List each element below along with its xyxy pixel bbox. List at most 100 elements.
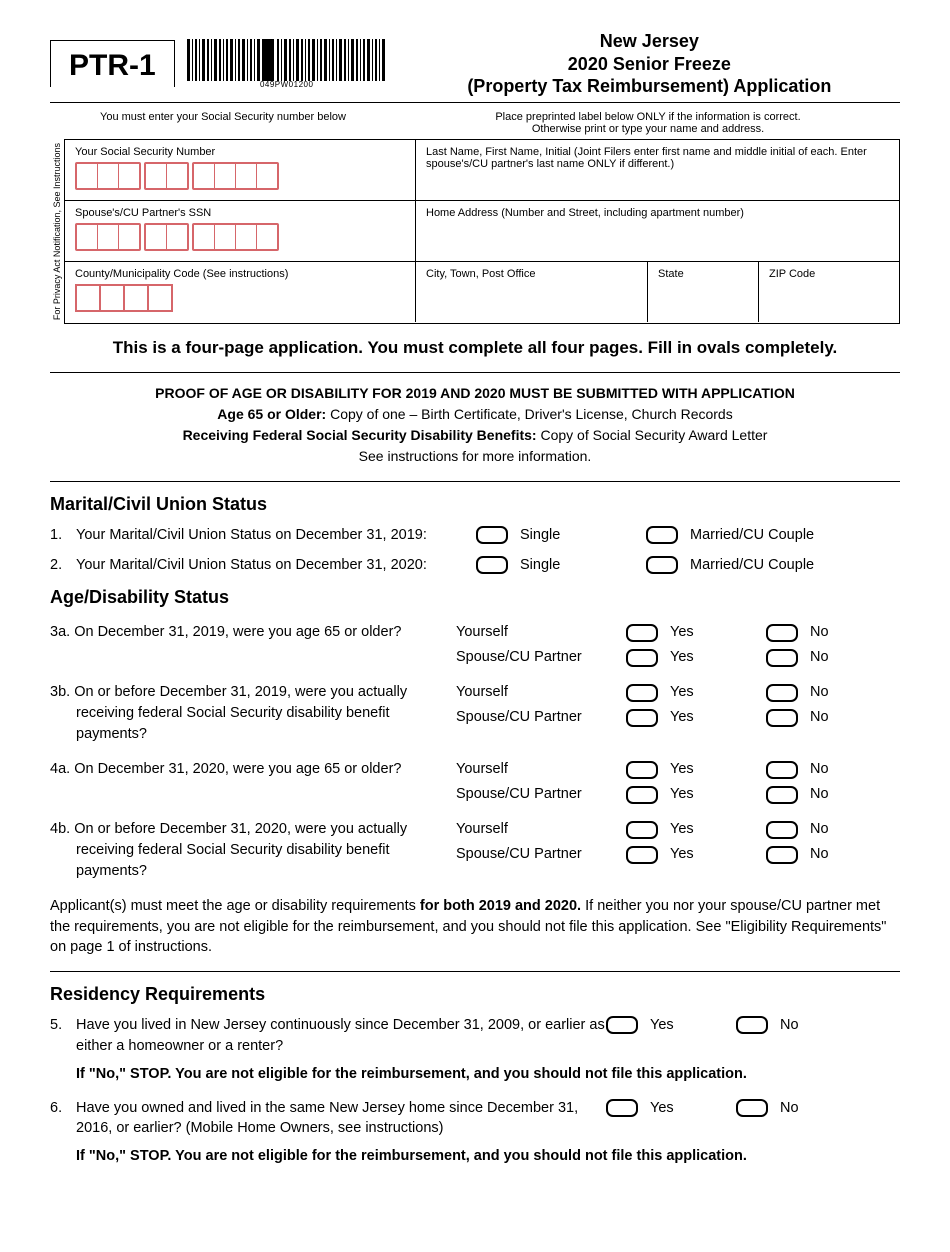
who-self: Yourself bbox=[456, 819, 626, 840]
q6-yes: Yes bbox=[606, 1098, 736, 1118]
q4a-spouse-no-oval[interactable] bbox=[766, 786, 798, 804]
proof-age-rest: Copy of one – Birth Certificate, Driver'… bbox=[326, 406, 733, 422]
who-self: Yourself bbox=[456, 759, 626, 780]
q1-text: Your Marital/Civil Union Status on Decem… bbox=[76, 525, 476, 545]
q5-no: No bbox=[736, 1015, 799, 1035]
city-label: City, Town, Post Office bbox=[426, 268, 535, 280]
state-cell[interactable]: State bbox=[647, 262, 758, 322]
q3b-spouse-no-oval[interactable] bbox=[766, 709, 798, 727]
yes: Yes bbox=[670, 622, 694, 643]
proof-block: PROOF OF AGE OR DISABILITY FOR 2019 AND … bbox=[50, 383, 900, 467]
question-3a: 3a. On December 31, 2019, were you age 6… bbox=[50, 622, 900, 668]
q4b-spouse-no-oval[interactable] bbox=[766, 846, 798, 864]
q3a-self-no-oval[interactable] bbox=[766, 624, 798, 642]
q4a-spouse-yes-oval[interactable] bbox=[626, 786, 658, 804]
no: No bbox=[810, 819, 829, 840]
ssn-input[interactable] bbox=[75, 162, 405, 190]
divider bbox=[50, 971, 900, 972]
no: No bbox=[810, 707, 829, 728]
header: PTR-1 bbox=[50, 30, 900, 103]
q2-single-oval[interactable] bbox=[476, 556, 508, 574]
question-5: 5. Have you lived in New Jersey continuo… bbox=[50, 1015, 900, 1056]
proof-title: PROOF OF AGE OR DISABILITY FOR 2019 AND … bbox=[50, 383, 900, 404]
q3a-self-yes-oval[interactable] bbox=[626, 624, 658, 642]
q6-yes-oval[interactable] bbox=[606, 1099, 638, 1117]
zip-cell[interactable]: ZIP Code bbox=[758, 262, 899, 322]
q4a-text: On December 31, 2020, were you age 65 or… bbox=[74, 761, 401, 777]
q3b-spouse-yes-oval[interactable] bbox=[626, 709, 658, 727]
address-label: Home Address (Number and Street, includi… bbox=[426, 207, 744, 251]
question-4a: 4a. On December 31, 2020, were you age 6… bbox=[50, 759, 900, 805]
q4a-self-yes-oval[interactable] bbox=[626, 761, 658, 779]
q5-yes-oval[interactable] bbox=[606, 1016, 638, 1034]
state-label: State bbox=[658, 268, 684, 280]
q3b-self-yes-oval[interactable] bbox=[626, 684, 658, 702]
no: No bbox=[810, 844, 829, 865]
city-cell[interactable]: City, Town, Post Office bbox=[416, 262, 647, 322]
q1-single-oval[interactable] bbox=[476, 526, 508, 544]
q3a-num: 3a. bbox=[50, 624, 70, 640]
ssn-cell: Your Social Security Number bbox=[65, 140, 415, 200]
q4b-self-yes-oval[interactable] bbox=[626, 821, 658, 839]
grid-row-muni: County/Municipality Code (See instructio… bbox=[65, 261, 899, 322]
who-spouse: Spouse/CU Partner bbox=[456, 707, 626, 728]
who-spouse: Spouse/CU Partner bbox=[456, 844, 626, 865]
no: No bbox=[810, 647, 829, 668]
title-line1: New Jersey bbox=[399, 30, 900, 53]
yes: Yes bbox=[650, 1098, 674, 1118]
q6-no-oval[interactable] bbox=[736, 1099, 768, 1117]
who-self: Yourself bbox=[456, 622, 626, 643]
q1-married-oval[interactable] bbox=[646, 526, 678, 544]
q2-married-oval[interactable] bbox=[646, 556, 678, 574]
q3a-spouse-yes-oval[interactable] bbox=[626, 649, 658, 667]
question-1: 1. Your Marital/Civil Union Status on De… bbox=[50, 525, 900, 545]
q3b-num: 3b. bbox=[50, 684, 70, 700]
question-2: 2. Your Marital/Civil Union Status on De… bbox=[50, 555, 900, 575]
yes: Yes bbox=[670, 819, 694, 840]
spouse-ssn-cell: Spouse's/CU Partner's SSN bbox=[65, 201, 415, 261]
identity-grid: Your Social Security Number Last Name, F… bbox=[64, 139, 900, 324]
q4b-num: 4b. bbox=[50, 821, 70, 837]
q4a-num: 4a. bbox=[50, 761, 70, 777]
no: No bbox=[810, 622, 829, 643]
q4a-self-no-oval[interactable] bbox=[766, 761, 798, 779]
q4b-self-no-oval[interactable] bbox=[766, 821, 798, 839]
proof-dis-rest: Copy of Social Security Award Letter bbox=[537, 427, 768, 443]
proof-see: See instructions for more information. bbox=[50, 446, 900, 467]
q3a-spouse-no-oval[interactable] bbox=[766, 649, 798, 667]
preprint-note: Place preprinted label below ONLY if the… bbox=[396, 111, 900, 135]
preprint-note2: Otherwise print or type your name and ad… bbox=[396, 123, 900, 135]
proof-dis-bold: Receiving Federal Social Security Disabi… bbox=[183, 427, 537, 443]
ssn-label: Your Social Security Number bbox=[75, 146, 405, 158]
proof-age-bold: Age 65 or Older: bbox=[217, 406, 326, 422]
ssn-note: You must enter your Social Security numb… bbox=[50, 103, 396, 139]
zip-label: ZIP Code bbox=[769, 268, 815, 280]
name-cell[interactable]: Last Name, First Name, Initial (Joint Fi… bbox=[415, 140, 899, 200]
yes: Yes bbox=[650, 1015, 674, 1035]
muni-input[interactable] bbox=[75, 284, 405, 312]
question-3b: 3b. On or before December 31, 2019, were… bbox=[50, 682, 900, 745]
city-state-zip: City, Town, Post Office State ZIP Code bbox=[415, 262, 899, 322]
q5-yes: Yes bbox=[606, 1015, 736, 1035]
no: No bbox=[810, 682, 829, 703]
q1-married: Married/CU Couple bbox=[646, 525, 814, 545]
eligibility-note: Applicant(s) must meet the age or disabi… bbox=[50, 896, 900, 957]
yes: Yes bbox=[670, 759, 694, 780]
q5-no-oval[interactable] bbox=[736, 1016, 768, 1034]
residency-title: Residency Requirements bbox=[50, 984, 900, 1005]
q4b-spouse-yes-oval[interactable] bbox=[626, 846, 658, 864]
q3b-self-no-oval[interactable] bbox=[766, 684, 798, 702]
spouse-ssn-input[interactable] bbox=[75, 223, 405, 251]
age-title: Age/Disability Status bbox=[50, 587, 900, 608]
who-spouse: Spouse/CU Partner bbox=[456, 647, 626, 668]
opt-single: Single bbox=[520, 525, 560, 545]
q6-text: Have you owned and lived in the same New… bbox=[76, 1098, 606, 1139]
yes: Yes bbox=[670, 707, 694, 728]
yes: Yes bbox=[670, 647, 694, 668]
q2-num: 2. bbox=[50, 555, 76, 575]
q2-single: Single bbox=[476, 555, 646, 575]
preprint-row: You must enter your Social Security numb… bbox=[50, 103, 900, 139]
address-cell[interactable]: Home Address (Number and Street, includi… bbox=[415, 201, 899, 261]
preprint-note1: Place preprinted label below ONLY if the… bbox=[396, 111, 900, 123]
q5-num: 5. bbox=[50, 1015, 76, 1035]
